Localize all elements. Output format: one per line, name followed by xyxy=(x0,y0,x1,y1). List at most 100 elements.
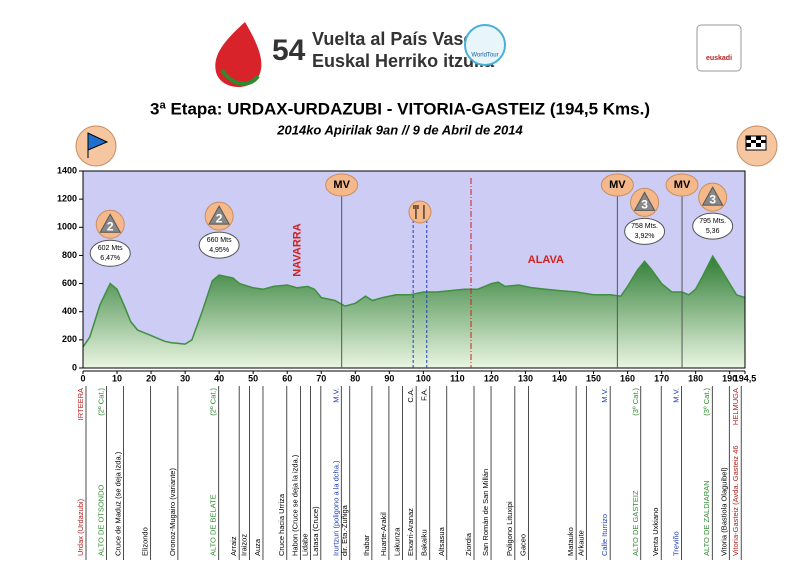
x-tick-label: 60 xyxy=(282,373,292,383)
region-label: ALAVA xyxy=(528,254,564,266)
mv-label: MV xyxy=(609,179,626,191)
y-tick-label: 0 xyxy=(72,362,77,372)
waypoint-label: Ziordia xyxy=(464,532,473,556)
climb-gradient: 3,92% xyxy=(635,233,655,240)
waypoint-label: Habon (Cruce se deja la izda.) xyxy=(290,454,299,556)
waypoint-label: Cruce hacia Urriza xyxy=(277,493,286,556)
climb-gradient: 6,47% xyxy=(100,255,120,262)
x-tick-label: 120 xyxy=(484,373,499,383)
x-tick-label: 150 xyxy=(586,373,601,383)
waypoint-label: Lakunza xyxy=(393,527,402,556)
waypoint-top-label: (2º Cat.) xyxy=(96,388,105,416)
waypoint-label: Arkaute xyxy=(576,530,585,556)
waypoint-top-label: M.V. xyxy=(672,388,681,403)
feed-zone-cutlery xyxy=(413,205,425,219)
waypoint-top-label: (2º Cat.) xyxy=(209,388,218,416)
y-tick-label: 1400 xyxy=(57,165,77,175)
logo-line1: Vuelta al País Vasco xyxy=(312,29,484,49)
waypoint-label: Poligono Lituxipi xyxy=(505,501,514,556)
logo-drop xyxy=(215,22,262,87)
sponsor-logo xyxy=(696,24,742,72)
waypoint-label: Huarte-Arakil xyxy=(379,512,388,556)
y-tick-label: 400 xyxy=(62,306,77,316)
climb-mountain xyxy=(99,213,122,233)
x-tick-label: 140 xyxy=(552,373,567,383)
mv-label: MV xyxy=(674,179,691,191)
climb-altitude: 602 Mts xyxy=(98,245,123,252)
waypoint-top-label: (3º Cat.) xyxy=(702,388,711,416)
logo-line2: Euskal Herriko itzulia xyxy=(312,51,495,71)
climb-category: 3 xyxy=(709,192,716,206)
waypoint-top-label: M.V. xyxy=(600,388,609,403)
waypoint-label: ALTO DE BELATE xyxy=(209,494,218,556)
x-tick-label: 180 xyxy=(688,373,703,383)
x-tick-label: 100 xyxy=(416,373,431,383)
waypoint-top-label: M.V. xyxy=(331,388,340,403)
waypoint-label: Treviño xyxy=(672,531,681,556)
chart-title: 3ª Etapa: URDAX-URDAZUBI - VITORIA-GASTE… xyxy=(150,99,650,118)
climb-category: 2 xyxy=(107,219,114,233)
start-flag xyxy=(87,132,109,158)
logo-badge xyxy=(464,24,506,66)
waypoint-label: Oronoz-Mugairo (variante) xyxy=(168,468,177,556)
waypoint-label: Calle Iturrizo xyxy=(600,514,609,556)
climb-gradient: 5,36 xyxy=(706,228,720,235)
climb-gradient: 4,95% xyxy=(209,247,229,254)
x-tick-label: 160 xyxy=(620,373,635,383)
waypoint-label: Cruce de Maduz (se deja izda.) xyxy=(113,451,122,556)
waypoint-label: Urdax (Urdazubi) xyxy=(76,498,85,556)
waypoint-label: Arraiz xyxy=(229,536,238,556)
y-tick-label: 800 xyxy=(62,250,77,260)
waypoint-label: Latasa (Cruce) xyxy=(311,506,320,556)
waypoint-label: Bakaiku xyxy=(420,529,429,556)
waypoint-label: Altsasua xyxy=(437,526,446,556)
logo-badge-text: WorldTour xyxy=(471,53,498,59)
profile-line xyxy=(82,254,746,348)
waypoint-top-label: HELMUGA xyxy=(731,388,740,425)
waypoint-label: Gaceo xyxy=(518,534,527,556)
x-tick-label: 190 xyxy=(722,373,737,383)
y-tick-label: 200 xyxy=(62,334,77,344)
mv-label: MV xyxy=(333,179,350,191)
climb-mountain xyxy=(208,205,230,225)
profile-area xyxy=(83,256,745,368)
mv-icon xyxy=(665,173,699,197)
waypoint-label: ALTO DE ZALDIARAN xyxy=(702,480,711,556)
waypoint-top-label: (3º Cat.) xyxy=(631,388,640,416)
x-tick-label: 90 xyxy=(384,373,394,383)
x-tick-label: 130 xyxy=(518,373,533,383)
plot-frame xyxy=(82,170,746,369)
waypoint-label: ALTO DE OTSONDO xyxy=(96,484,105,556)
region-label: NAVARRA xyxy=(291,223,303,276)
x-tick-label: 110 xyxy=(450,373,465,383)
x-tick-label: 30 xyxy=(180,373,190,383)
waypoint-label: Etxarri-Aranaz xyxy=(406,508,415,556)
waypoint-label: Iraizoz xyxy=(239,534,248,556)
y-tick-label: 1000 xyxy=(57,222,77,232)
waypoint-top-label: C.A. xyxy=(406,388,415,403)
chart-subtitle: 2014ko Apirilak 9an // 9 de Abril de 201… xyxy=(276,122,523,137)
x-tick-label: 10 xyxy=(112,373,122,383)
waypoint-label: Venta Uxkiano xyxy=(651,508,660,556)
waypoint-label: San Román de San Millán xyxy=(481,469,490,556)
waypoint-label: Irurtzun (poligono a la dcha.) xyxy=(331,460,340,556)
climb-mountain xyxy=(701,186,724,206)
finish-flag-checks xyxy=(746,136,766,147)
logo-swoosh xyxy=(220,68,260,86)
climb-altitude: 758 Mts. xyxy=(631,223,658,230)
waypoint-label: Vitoria-Gasteiz (Avda. Gasteiz 46 xyxy=(731,445,740,556)
x-tick-label: 170 xyxy=(654,373,669,383)
climb-altitude: 660 Mts xyxy=(207,237,232,244)
waypoint-top-label: IRTEERA xyxy=(76,388,85,420)
waypoint-label: ALTO DE GASTEIZ xyxy=(631,490,640,556)
waypoint-label: Ihabar xyxy=(362,534,371,556)
waypoint-label: dir. Eta.-Zuñiga xyxy=(340,504,349,556)
waypoint-label: Auza xyxy=(253,538,262,556)
mv-icon xyxy=(600,173,634,197)
waypoint-top-label: F.A. xyxy=(420,388,429,401)
x-tick-label: 20 xyxy=(146,373,156,383)
waypoint-label: Vitoria (Bastiola Olaguibel) xyxy=(719,467,728,556)
mv-icon xyxy=(325,173,359,197)
climb-box xyxy=(198,231,240,259)
